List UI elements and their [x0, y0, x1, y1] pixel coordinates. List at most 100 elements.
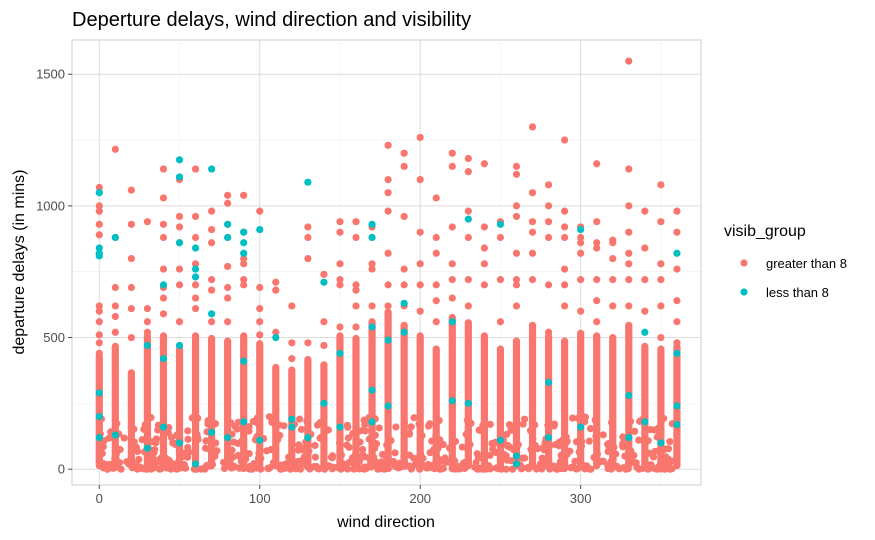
- data-point-greater-than-8: [467, 419, 475, 427]
- data-point-greater-than-8: [448, 260, 456, 268]
- data-point-greater-than-8: [159, 220, 168, 228]
- data-point-greater-than-8: [211, 419, 220, 428]
- data-point-greater-than-8: [231, 423, 239, 431]
- data-point-greater-than-8: [384, 453, 392, 461]
- data-point-greater-than-8: [464, 207, 472, 215]
- data-point-greater-than-8: [599, 431, 607, 439]
- data-point-greater-than-8: [265, 413, 273, 421]
- data-point-greater-than-8: [159, 294, 168, 302]
- data-point-greater-than-8: [657, 333, 665, 342]
- data-point-greater-than-8: [512, 422, 520, 431]
- data-point-greater-than-8: [143, 304, 152, 313]
- data-point-greater-than-8: [387, 436, 395, 445]
- data-point-greater-than-8: [268, 418, 276, 426]
- data-point-greater-than-8: [593, 239, 601, 247]
- data-point-greater-than-8: [452, 463, 460, 471]
- data-point-less-than-8: [368, 418, 376, 426]
- data-point-greater-than-8: [622, 465, 630, 473]
- data-point-greater-than-8: [417, 432, 425, 441]
- data-point-greater-than-8: [143, 318, 152, 326]
- data-point-greater-than-8: [95, 220, 103, 228]
- data-point-greater-than-8: [140, 425, 148, 433]
- data-point-greater-than-8: [655, 464, 663, 472]
- data-point-greater-than-8: [336, 281, 344, 289]
- data-point-greater-than-8: [207, 276, 216, 284]
- y-tick-label: 500: [43, 330, 65, 345]
- data-point-greater-than-8: [120, 434, 128, 442]
- data-point-greater-than-8: [512, 162, 521, 170]
- point-strip: [400, 321, 408, 470]
- data-point-greater-than-8: [512, 202, 521, 210]
- data-point-less-than-8: [368, 233, 376, 242]
- data-point-greater-than-8: [240, 254, 248, 263]
- data-point-less-than-8: [240, 228, 248, 236]
- data-point-greater-than-8: [355, 427, 363, 435]
- data-point-greater-than-8: [355, 458, 363, 466]
- data-point-greater-than-8: [644, 437, 652, 445]
- data-point-greater-than-8: [336, 228, 344, 236]
- data-point-less-than-8: [240, 357, 248, 365]
- data-point-less-than-8: [256, 225, 264, 234]
- data-point-greater-than-8: [430, 464, 439, 473]
- data-point-greater-than-8: [113, 463, 122, 471]
- data-point-greater-than-8: [662, 453, 670, 461]
- data-point-less-than-8: [207, 310, 216, 318]
- point-strip: [609, 334, 617, 470]
- data-point-greater-than-8: [111, 283, 119, 292]
- data-point-less-than-8: [207, 165, 216, 173]
- data-point-greater-than-8: [528, 123, 537, 131]
- y-tick-label: 0: [58, 462, 65, 477]
- data-point-greater-than-8: [486, 451, 494, 460]
- data-point-greater-than-8: [371, 431, 379, 439]
- data-point-greater-than-8: [303, 417, 311, 425]
- data-point-greater-than-8: [625, 228, 633, 236]
- data-point-greater-than-8: [673, 297, 681, 305]
- data-point-greater-than-8: [224, 199, 232, 207]
- data-point-less-than-8: [320, 278, 328, 286]
- data-point-greater-than-8: [625, 202, 633, 210]
- data-point-greater-than-8: [641, 207, 649, 215]
- data-point-greater-than-8: [400, 162, 408, 170]
- data-point-greater-than-8: [352, 302, 360, 310]
- data-point-less-than-8: [400, 328, 408, 336]
- data-point-greater-than-8: [204, 420, 212, 428]
- data-point-less-than-8: [544, 378, 553, 386]
- data-point-greater-than-8: [561, 207, 569, 215]
- data-point-greater-than-8: [360, 463, 369, 471]
- data-point-less-than-8: [143, 444, 152, 452]
- data-point-greater-than-8: [313, 421, 322, 429]
- data-point-greater-than-8: [175, 212, 184, 221]
- data-point-greater-than-8: [304, 339, 312, 347]
- data-point-greater-than-8: [661, 445, 669, 453]
- data-point-greater-than-8: [336, 218, 344, 226]
- data-point-greater-than-8: [654, 447, 663, 455]
- data-point-greater-than-8: [191, 260, 200, 268]
- data-point-less-than-8: [224, 233, 232, 242]
- data-point-greater-than-8: [205, 445, 213, 453]
- data-point-greater-than-8: [336, 465, 345, 473]
- data-point-greater-than-8: [657, 276, 665, 284]
- data-point-greater-than-8: [486, 420, 494, 428]
- data-point-less-than-8: [641, 328, 649, 336]
- data-point-less-than-8: [95, 244, 103, 252]
- data-point-less-than-8: [191, 460, 200, 468]
- point-strip: [272, 363, 280, 470]
- data-point-greater-than-8: [377, 462, 385, 470]
- data-point-less-than-8: [496, 436, 505, 444]
- legend-key-less-than-8: [740, 288, 748, 296]
- data-point-greater-than-8: [316, 434, 324, 442]
- data-point-greater-than-8: [512, 249, 521, 257]
- data-point-greater-than-8: [133, 465, 142, 473]
- data-point-greater-than-8: [544, 233, 553, 242]
- data-point-less-than-8: [143, 341, 152, 350]
- data-point-greater-than-8: [593, 244, 601, 252]
- data-point-greater-than-8: [288, 355, 296, 363]
- data-point-less-than-8: [288, 423, 296, 431]
- data-point-less-than-8: [175, 156, 184, 164]
- data-point-greater-than-8: [356, 438, 364, 446]
- data-point-greater-than-8: [224, 283, 232, 292]
- data-point-greater-than-8: [111, 312, 119, 321]
- data-point-greater-than-8: [344, 465, 352, 473]
- data-point-greater-than-8: [111, 455, 119, 463]
- data-point-less-than-8: [336, 423, 344, 431]
